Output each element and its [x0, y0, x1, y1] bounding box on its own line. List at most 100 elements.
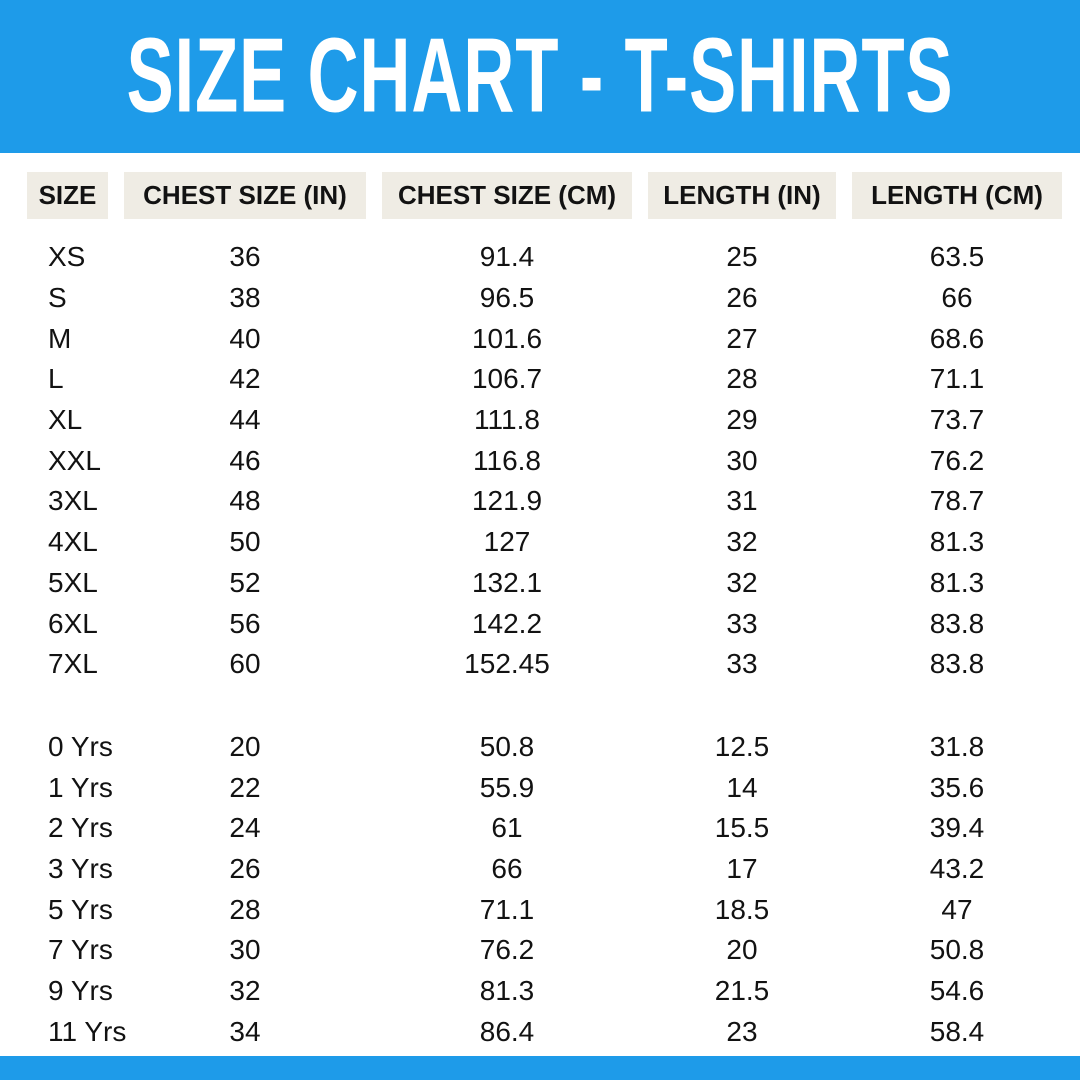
value-cell: 21.5	[714, 975, 770, 1007]
table-row: 3 Yrs 26 66 17 43.2	[27, 849, 1080, 890]
table-row: 5 Yrs 28 71.1 18.5 47	[27, 889, 1080, 930]
value-cell: 29	[726, 404, 758, 436]
table-row: 0 Yrs 20 50.8 12.5 31.8	[27, 727, 1080, 768]
value-cell: 81.3	[929, 526, 985, 558]
table-row: XS 36 91.4 25 63.5	[27, 237, 1080, 278]
section-gap	[27, 685, 1080, 727]
column-header: CHEST SIZE (CM)	[382, 172, 632, 219]
table-row: XXL 46 116.8 30 76.2	[27, 440, 1080, 481]
value-cell: 24	[229, 812, 261, 844]
value-cell: 33	[726, 607, 758, 639]
table-row: 5XL 52 132.1 32 81.3	[27, 563, 1080, 604]
size-cell: 7XL	[48, 648, 98, 680]
value-cell: 52	[229, 566, 261, 598]
value-cell: 66	[491, 852, 523, 884]
value-cell: 71.1	[479, 893, 535, 925]
value-cell: 30	[229, 934, 261, 966]
size-cell: M	[48, 322, 72, 354]
size-cell: L	[48, 363, 64, 395]
value-cell: 50	[229, 526, 261, 558]
value-cell: 111.8	[474, 404, 540, 436]
value-cell: 60	[229, 648, 261, 680]
value-cell: 43.2	[929, 852, 985, 884]
value-cell: 44	[229, 404, 261, 436]
value-cell: 83.8	[929, 648, 985, 680]
value-cell: 40	[229, 322, 261, 354]
value-cell: 91.4	[479, 241, 535, 273]
size-cell: 0 Yrs	[48, 730, 113, 762]
value-cell: 14	[726, 771, 758, 803]
table-row: 3XL 48 121.9 31 78.7	[27, 481, 1080, 522]
table-row: L 42 106.7 28 71.1	[27, 359, 1080, 400]
value-cell: 73.7	[929, 404, 985, 436]
value-cell: 47	[941, 893, 973, 925]
value-cell: 50.8	[929, 934, 985, 966]
value-cell: 132.1	[471, 566, 543, 598]
value-cell: 27	[726, 322, 758, 354]
size-cell: XXL	[48, 444, 101, 476]
value-cell: 22	[229, 771, 261, 803]
size-cell: 1 Yrs	[48, 771, 113, 803]
value-cell: 54.6	[929, 975, 985, 1007]
value-cell: 32	[726, 566, 758, 598]
size-cell: 5 Yrs	[48, 893, 113, 925]
page-title: SIZE CHART - T-SHIRTS	[126, 17, 954, 135]
value-cell: 55.9	[479, 771, 535, 803]
value-cell: 121.9	[471, 485, 543, 517]
column-header: CHEST SIZE (IN)	[124, 172, 366, 219]
value-cell: 23	[726, 1015, 758, 1047]
value-cell: 25	[726, 241, 758, 273]
size-cell: 2 Yrs	[48, 812, 113, 844]
size-cell: XL	[48, 404, 83, 436]
column-header: SIZE	[27, 172, 108, 219]
size-cell: 11 Yrs	[48, 1015, 127, 1047]
value-cell: 38	[229, 282, 261, 314]
value-cell: 12.5	[714, 730, 770, 762]
value-cell: 63.5	[929, 241, 985, 273]
size-cell: 9 Yrs	[48, 975, 113, 1007]
column-header: LENGTH (CM)	[852, 172, 1062, 219]
table-row: XL 44 111.8 29 73.7	[27, 400, 1080, 441]
header-banner: SIZE CHART - T-SHIRTS	[0, 0, 1080, 153]
size-cell: 3XL	[48, 485, 98, 517]
size-cell: 5XL	[48, 566, 98, 598]
value-cell: 68.6	[929, 322, 985, 354]
value-cell: 28	[229, 893, 261, 925]
value-cell: 106.7	[471, 363, 543, 395]
value-cell: 20	[229, 730, 261, 762]
value-cell: 18.5	[714, 893, 770, 925]
table-row: 7 Yrs 30 76.2 20 50.8	[27, 930, 1080, 971]
column-header: LENGTH (IN)	[648, 172, 836, 219]
value-cell: 152.45	[464, 648, 550, 680]
value-cell: 48	[229, 485, 261, 517]
value-cell: 28	[726, 363, 758, 395]
value-cell: 81.3	[929, 566, 985, 598]
value-cell: 33	[726, 648, 758, 680]
value-cell: 31	[726, 485, 758, 517]
table-row: 11 Yrs 34 86.4 23 58.4	[27, 1011, 1080, 1052]
value-cell: 26	[229, 852, 261, 884]
table-row: 7XL 60 152.45 33 83.8	[27, 644, 1080, 685]
table-row: 6XL 56 142.2 33 83.8	[27, 603, 1080, 644]
size-cell: 4XL	[48, 526, 98, 558]
value-cell: 36	[229, 241, 261, 273]
value-cell: 32	[229, 975, 261, 1007]
value-cell: 42	[229, 363, 261, 395]
value-cell: 86.4	[479, 1015, 535, 1047]
value-cell: 15.5	[714, 812, 770, 844]
value-cell: 46	[229, 444, 261, 476]
value-cell: 34	[229, 1015, 261, 1047]
value-cell: 61	[491, 812, 523, 844]
value-cell: 101.6	[471, 322, 543, 354]
size-cell: 3 Yrs	[48, 852, 113, 884]
size-cell: XS	[48, 241, 86, 273]
table-row: 2 Yrs 24 61 15.5 39.4	[27, 808, 1080, 849]
value-cell: 96.5	[479, 282, 535, 314]
kids-size-section: 0 Yrs 20 50.8 12.5 31.8 1 Yrs 22 55.9 14 35.6 2 Yr…	[27, 727, 1080, 1053]
value-cell: 78.7	[929, 485, 985, 517]
value-cell: 58.4	[929, 1015, 985, 1047]
size-cell: 6XL	[48, 607, 98, 639]
value-cell: 39.4	[929, 812, 985, 844]
size-table: SIZE CHEST SIZE (IN) CHEST SIZE (CM) LENGTH…	[27, 172, 1080, 1052]
